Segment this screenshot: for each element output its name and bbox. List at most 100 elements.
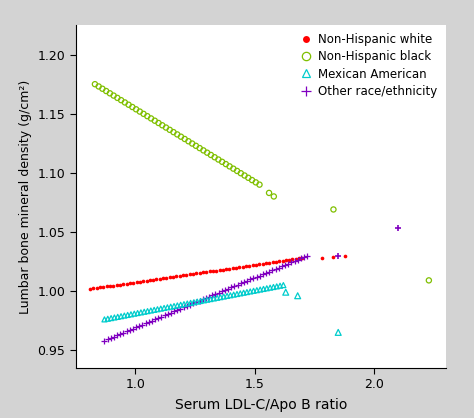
Point <box>295 255 303 262</box>
Point <box>230 291 237 298</box>
Point <box>120 312 128 319</box>
Point <box>335 329 342 336</box>
Point <box>253 287 261 293</box>
Point <box>212 267 220 274</box>
Point <box>86 285 94 292</box>
Point <box>234 281 241 288</box>
Point <box>157 305 164 312</box>
Point <box>200 147 207 154</box>
Point <box>155 120 162 126</box>
Point <box>329 253 337 260</box>
Point <box>149 276 157 283</box>
Point <box>256 272 264 279</box>
Point <box>224 285 232 292</box>
Point <box>133 279 140 285</box>
Point <box>207 152 215 158</box>
Point <box>276 283 284 289</box>
Point <box>245 174 252 181</box>
Point <box>143 277 150 284</box>
Point <box>275 264 283 271</box>
Point <box>266 284 274 291</box>
Point <box>196 270 203 276</box>
Point <box>237 290 244 297</box>
Point <box>196 145 203 151</box>
Point <box>144 308 151 314</box>
Point <box>177 133 185 140</box>
Legend: Non-Hispanic white, Non-Hispanic black, Mexican American, Other race/ethnicity: Non-Hispanic white, Non-Hispanic black, … <box>298 31 440 100</box>
Point <box>177 301 184 308</box>
Point <box>158 314 165 320</box>
Point <box>173 273 180 280</box>
Point <box>119 329 127 336</box>
Point <box>200 297 208 304</box>
Point <box>186 301 194 308</box>
Point <box>280 282 287 288</box>
Point <box>140 110 147 117</box>
Point <box>272 258 280 265</box>
Point <box>240 289 247 296</box>
Point <box>93 285 100 291</box>
Point <box>226 163 233 170</box>
Point <box>117 331 124 337</box>
Point <box>272 265 279 272</box>
Point <box>173 307 181 314</box>
Point <box>197 298 204 304</box>
Point <box>335 252 342 259</box>
Point <box>169 273 177 280</box>
Y-axis label: Lumbar bone mineral density (g/cm²): Lumbar bone mineral density (g/cm²) <box>19 79 32 314</box>
Point <box>199 296 207 303</box>
Point <box>265 190 273 196</box>
Point <box>270 284 277 291</box>
Point <box>99 85 106 92</box>
Point <box>104 316 111 322</box>
Point <box>170 129 177 135</box>
Point <box>187 300 194 306</box>
Point <box>180 304 187 311</box>
Point <box>193 298 201 305</box>
Point <box>136 278 144 285</box>
Point <box>222 161 229 168</box>
Point <box>262 270 270 276</box>
Point <box>96 284 104 291</box>
Point <box>103 283 110 290</box>
Point <box>123 280 130 287</box>
Point <box>269 267 276 273</box>
Point <box>102 88 110 94</box>
Point <box>284 260 292 267</box>
Point <box>189 270 197 277</box>
Point <box>275 258 283 265</box>
Point <box>119 281 127 288</box>
Point <box>196 298 203 304</box>
Point <box>136 323 143 329</box>
Point <box>227 292 234 298</box>
Point <box>202 269 210 275</box>
Point <box>202 295 210 301</box>
Point <box>226 265 233 272</box>
Point <box>161 312 168 319</box>
Point <box>252 179 260 186</box>
Point <box>259 271 267 278</box>
Point <box>253 273 260 280</box>
Point <box>125 102 132 108</box>
Point <box>106 90 114 97</box>
Point <box>297 255 305 262</box>
Point <box>318 255 325 261</box>
Point <box>139 278 147 285</box>
Point <box>218 288 226 295</box>
Point <box>229 165 237 172</box>
Point <box>217 294 224 301</box>
Point <box>136 108 144 115</box>
Point <box>199 269 207 276</box>
Point <box>243 289 251 296</box>
Point <box>229 265 237 271</box>
Point <box>150 306 158 313</box>
Point <box>270 193 278 200</box>
Point <box>263 285 271 292</box>
Point <box>294 293 301 299</box>
Point <box>329 206 337 213</box>
Point <box>90 285 97 292</box>
Point <box>299 255 306 261</box>
Point <box>256 286 264 293</box>
Point <box>232 264 240 271</box>
Point <box>124 311 131 318</box>
